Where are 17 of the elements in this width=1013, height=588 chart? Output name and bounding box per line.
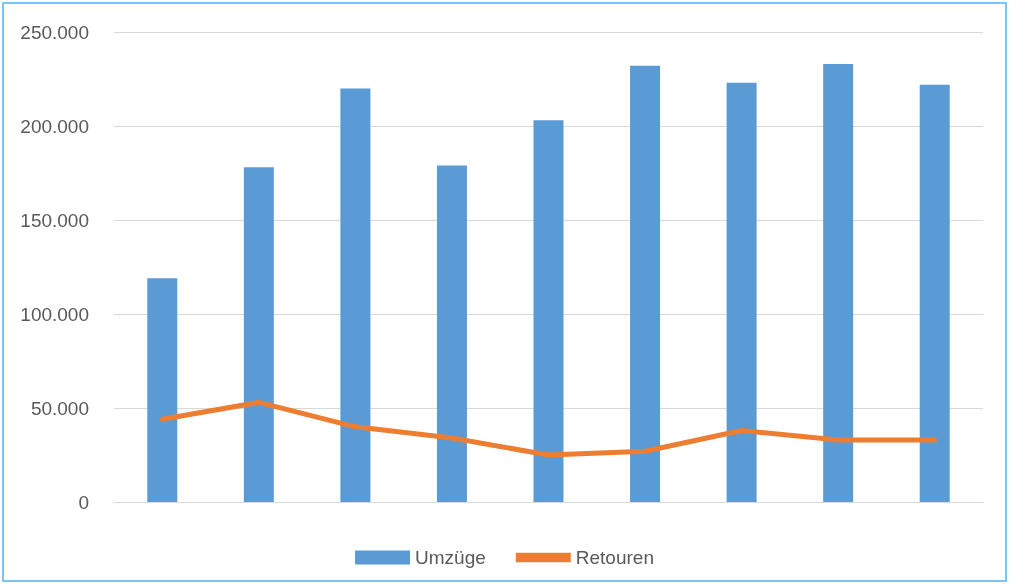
bar [147,278,178,502]
y-tick-label: 0 [78,491,89,513]
bar [823,63,854,502]
legend-label: Retouren [575,547,654,568]
bar [726,82,757,502]
bar [919,84,950,502]
bar [630,65,661,502]
bar [533,120,564,502]
legend-label: Umzüge [415,547,486,568]
y-tick-label: 150.000 [20,209,89,231]
y-tick-label: 100.000 [20,303,89,325]
y-tick-label: 250.000 [20,21,89,43]
bar [436,165,467,502]
bar [340,88,371,502]
y-tick-label: 200.000 [20,115,89,137]
bar [243,167,274,502]
y-tick-label: 50.000 [30,397,89,419]
